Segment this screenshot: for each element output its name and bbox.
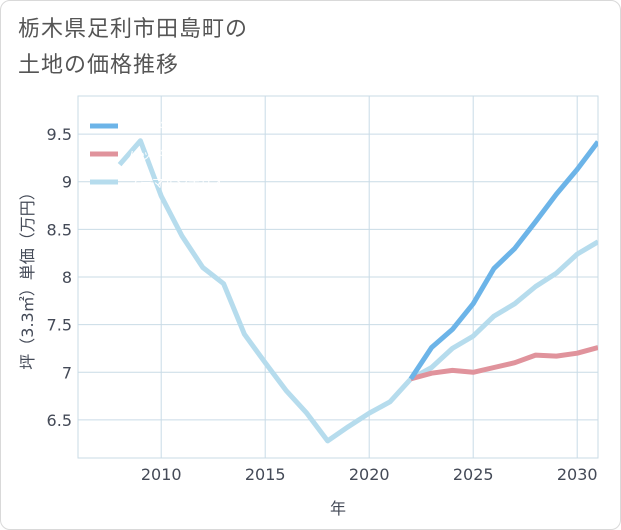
legend-label: グッドシナリオ — [128, 120, 212, 134]
chart-title-line2: 土地の価格推移 — [18, 53, 180, 78]
series-line-bad — [410, 345, 598, 382]
x-tick-label: 2015 — [245, 465, 286, 484]
x-tick-label: 2010 — [141, 465, 182, 484]
x-tick-label: 2030 — [557, 465, 598, 484]
y-axis-label: 坪（3.3㎡）単価（万円） — [18, 184, 37, 369]
chart-title: 栃木県足利市田島町の 土地の価格推移 — [18, 12, 418, 84]
legend-label: バッドシナリオ — [128, 148, 212, 162]
y-tick-label: 9 — [62, 173, 72, 192]
x-axis-label: 年 — [330, 499, 346, 518]
series-lines — [117, 138, 598, 444]
legend-label: ノーマルシナリオ — [128, 176, 224, 190]
grid-lines — [77, 95, 599, 459]
x-tick-label: 2020 — [349, 465, 390, 484]
y-tick-label: 9.5 — [47, 125, 72, 144]
series-line-good — [408, 140, 598, 381]
x-tick-label: 2025 — [453, 465, 494, 484]
y-tick-label: 8.5 — [47, 220, 72, 239]
y-tick-label: 7.5 — [47, 316, 72, 335]
y-tick-label: 8 — [62, 268, 72, 287]
chart-title-line1: 栃木県足利市田島町の — [18, 17, 249, 42]
series-line-normal — [117, 138, 598, 444]
y-tick-label: 7 — [62, 363, 72, 382]
y-tick-label: 6.5 — [47, 411, 72, 430]
tick-labels: 2010 2015 2020 2025 2030 6.5 7 7.5 8 8.5 9 9.5 — [47, 125, 598, 484]
